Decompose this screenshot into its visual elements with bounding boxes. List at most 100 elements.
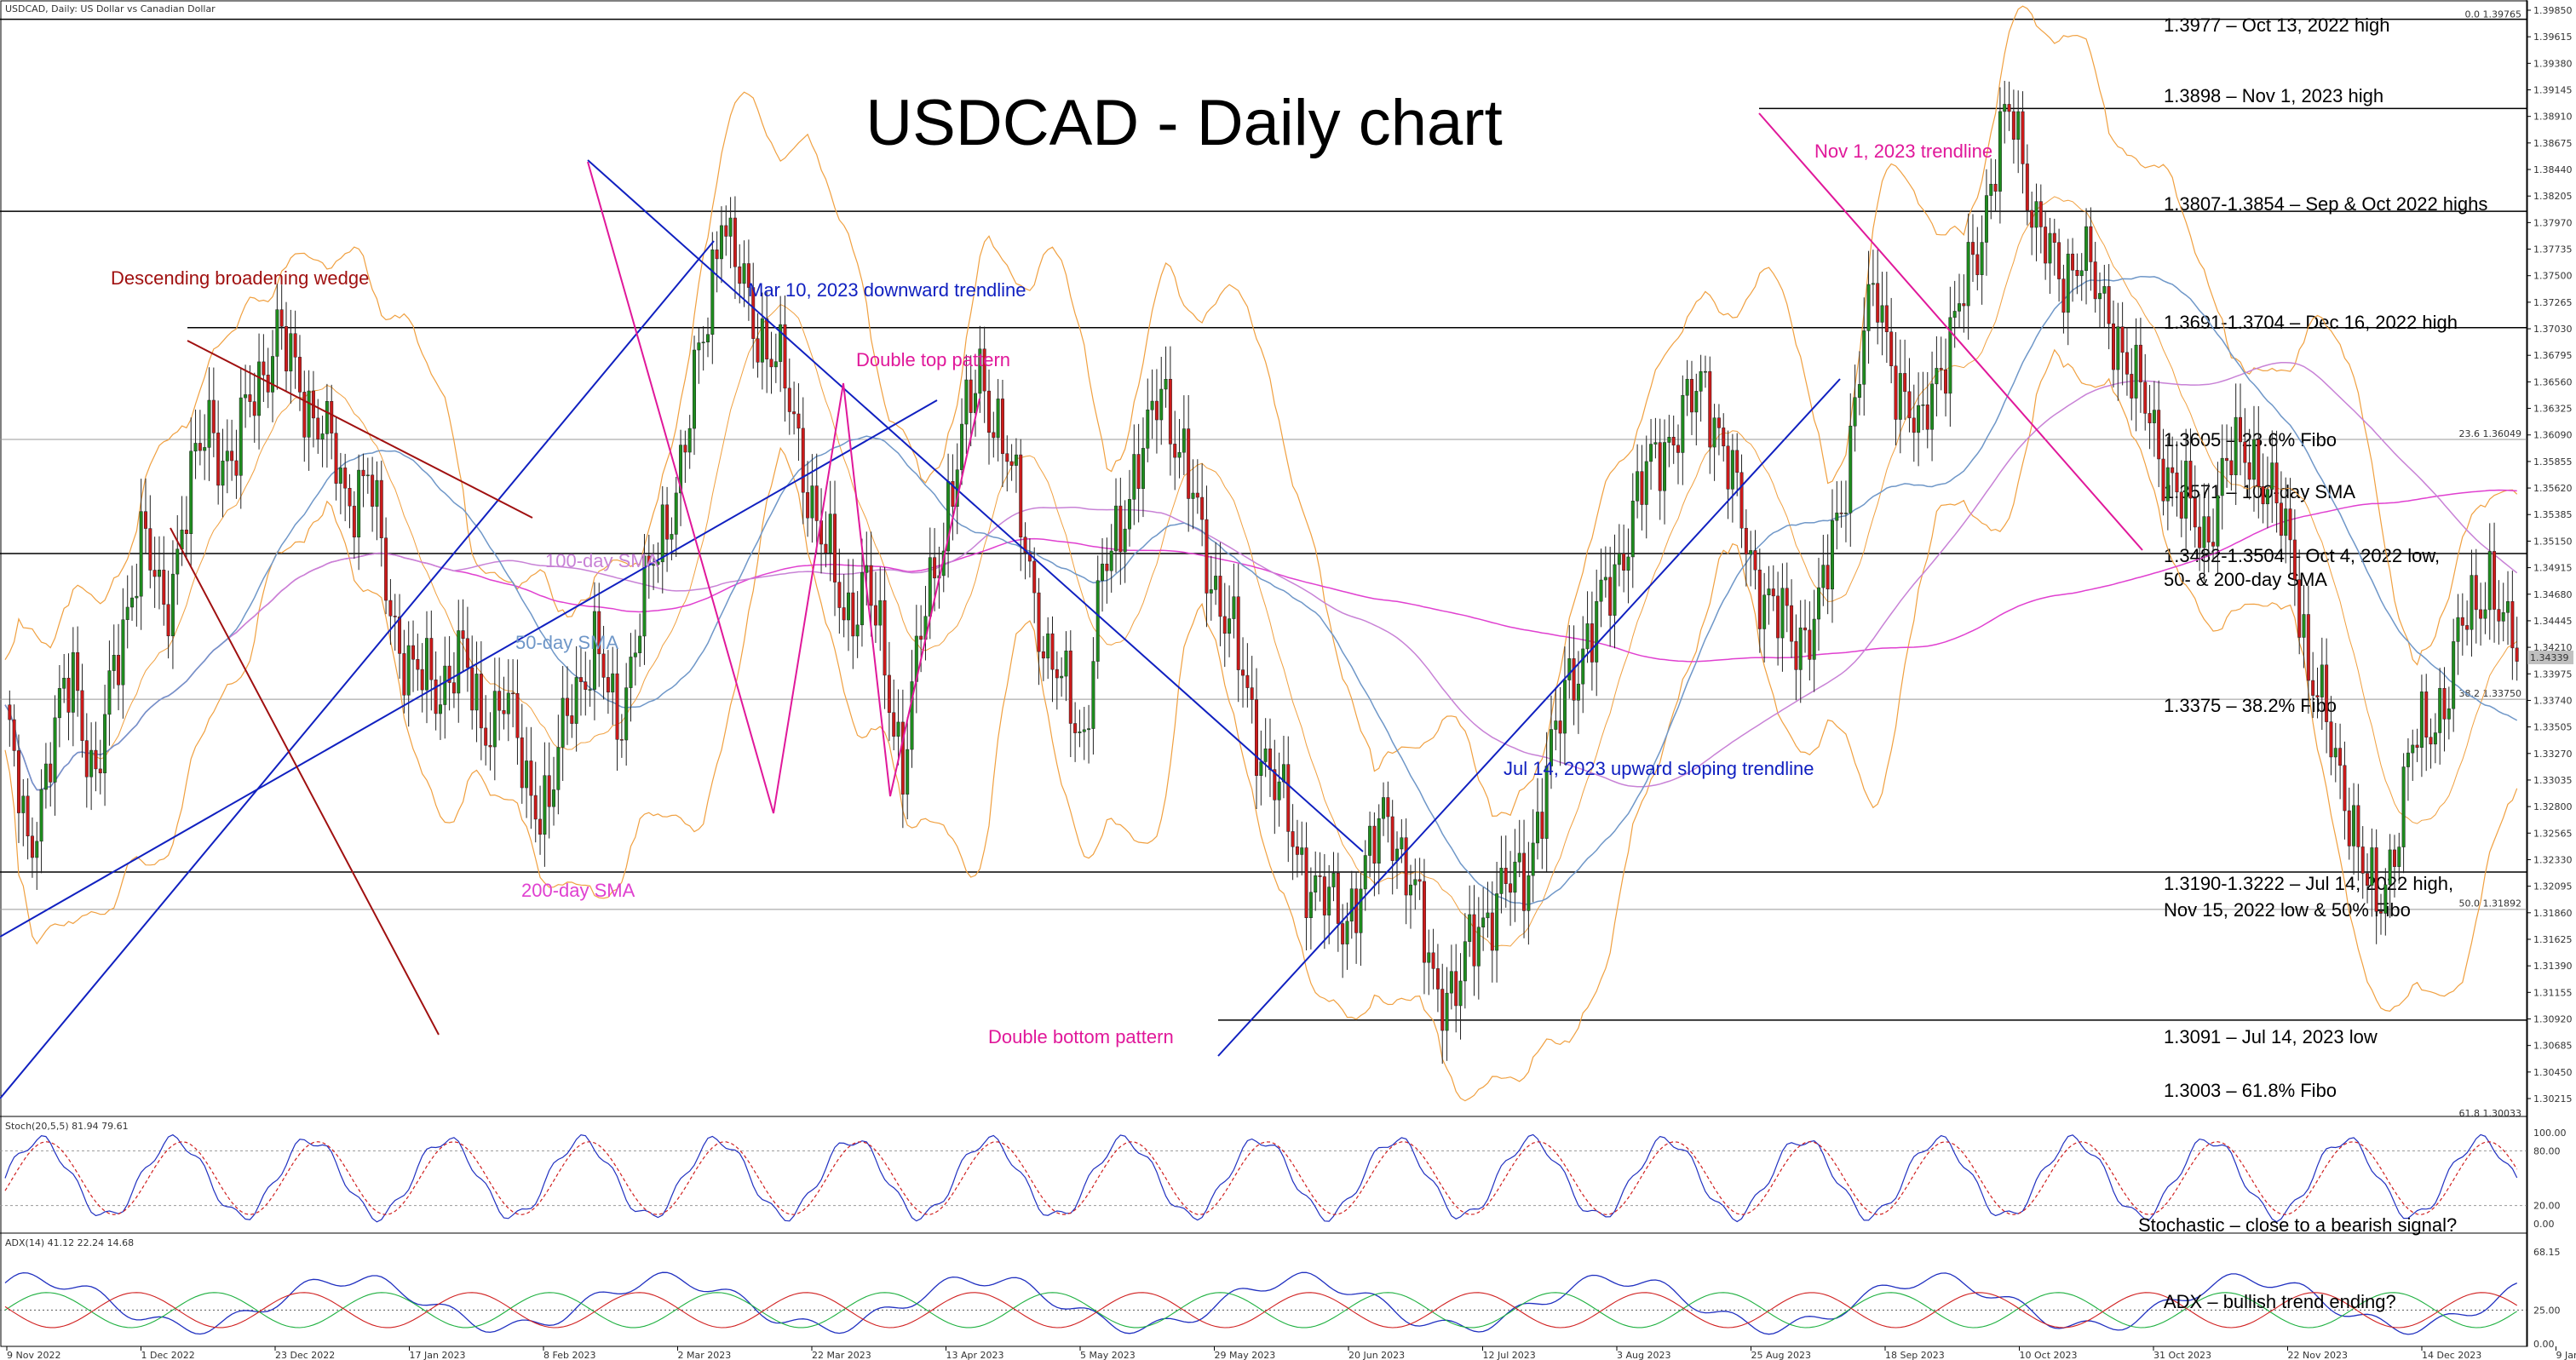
bear-candle xyxy=(1073,723,1078,733)
bear-candle xyxy=(2274,462,2279,503)
bear-candle xyxy=(2175,472,2179,493)
bear-candle xyxy=(1785,588,1789,606)
bull-candle xyxy=(71,651,75,713)
bull-candle xyxy=(1617,553,1621,565)
bear-candle xyxy=(411,645,416,660)
bull-candle xyxy=(2411,744,2415,754)
bear-candle xyxy=(348,487,352,507)
bear-candle xyxy=(1975,254,1980,275)
bear-candle xyxy=(1708,370,1712,448)
bear-candle xyxy=(1944,369,1948,394)
bull-candle xyxy=(1599,579,1603,602)
bull-candle xyxy=(2433,732,2437,745)
bear-candle xyxy=(1590,623,1594,663)
bull-candle xyxy=(974,393,977,413)
bear-candle xyxy=(2343,765,2347,812)
bear-candle xyxy=(1889,331,1894,366)
price-tick-label: 1.38440 xyxy=(2533,164,2573,175)
bull-candle xyxy=(878,600,883,626)
bull-candle xyxy=(53,717,57,783)
bull-candle xyxy=(964,379,969,425)
bear-candle xyxy=(892,712,896,737)
bear-candle xyxy=(887,674,891,714)
bull-candle xyxy=(1228,618,1232,634)
bull-candle xyxy=(375,479,379,507)
bull-candle xyxy=(2102,286,2107,294)
date-tick-label: 23 Dec 2022 xyxy=(275,1350,335,1360)
date-tick-label: 5 May 2023 xyxy=(1080,1350,1136,1360)
bull-candle xyxy=(525,760,529,789)
bear-candle xyxy=(2510,601,2515,649)
price-tick-label: 1.39145 xyxy=(2533,85,2573,96)
bear-candle xyxy=(1241,669,1245,676)
bear-candle xyxy=(2297,579,2302,638)
bull-candle xyxy=(1866,284,1871,331)
bull-candle xyxy=(112,655,116,671)
bull-candle xyxy=(2251,439,2256,480)
bear-candle xyxy=(933,557,937,579)
bull-candle xyxy=(1232,596,1236,619)
bear-candle xyxy=(429,638,434,680)
bear-candle xyxy=(162,570,166,605)
bear-candle xyxy=(2093,261,2097,300)
bull-candle xyxy=(1046,633,1050,659)
bear-candle xyxy=(724,225,728,237)
bear-candle xyxy=(2497,609,2501,622)
fib-label: 0.0 1.39765 xyxy=(2465,9,2521,20)
bear-candle xyxy=(148,528,152,571)
bear-candle xyxy=(30,835,34,858)
bull-candle xyxy=(1798,627,1803,670)
bull-candle xyxy=(357,469,361,538)
bull-candle xyxy=(1331,872,1336,887)
bear-candle xyxy=(1435,968,1440,990)
bear-candle xyxy=(334,433,338,484)
level-label: 1.3091 – Jul 14, 2023 low xyxy=(2164,1026,2378,1047)
bear-candle xyxy=(2515,647,2519,662)
bear-candle xyxy=(1771,588,1775,597)
bull-candle xyxy=(239,397,243,476)
bull-candle xyxy=(1476,927,1481,967)
bear-candle xyxy=(2011,111,2015,141)
bull-candle xyxy=(561,697,565,748)
bull-candle xyxy=(896,721,900,737)
bull-candle xyxy=(103,714,107,773)
bear-candle xyxy=(447,665,451,683)
price-tick-label: 1.39380 xyxy=(2533,58,2573,69)
bear-candle xyxy=(2247,462,2251,480)
price-tick-label: 1.34915 xyxy=(2533,563,2573,574)
bear-candle xyxy=(2125,352,2129,375)
bear-candle xyxy=(814,485,819,521)
bear-candle xyxy=(393,616,397,617)
bear-candle xyxy=(1009,461,1014,466)
bull-candle xyxy=(1780,588,1785,639)
bear-candle xyxy=(783,324,787,389)
bull-candle xyxy=(1667,437,1671,443)
price-tick-label: 1.33505 xyxy=(2533,722,2573,733)
bear-candle xyxy=(2161,458,2165,502)
bull-candle xyxy=(225,450,229,462)
bear-candle xyxy=(2315,695,2320,697)
price-tick-label: 1.32565 xyxy=(2533,828,2573,839)
bull-candle xyxy=(1853,397,1857,427)
bull-candle xyxy=(687,428,692,453)
bull-candle xyxy=(1835,512,1839,521)
bear-candle xyxy=(733,217,737,267)
bull-candle xyxy=(701,341,705,344)
bear-candle xyxy=(1417,879,1422,882)
date-tick-label: 22 Nov 2023 xyxy=(2288,1350,2348,1360)
adx-note: ADX – bullish trend ending? xyxy=(2164,1291,2396,1312)
bear-candle xyxy=(765,318,769,359)
price-tick-label: 1.34210 xyxy=(2533,642,2573,653)
bull-candle xyxy=(406,645,411,696)
bear-candle xyxy=(1336,872,1340,924)
bear-candle xyxy=(26,795,30,837)
bull-candle xyxy=(1595,600,1599,663)
bull-candle xyxy=(2333,748,2337,758)
bull-candle xyxy=(1449,971,1453,994)
bear-candle xyxy=(2493,551,2497,610)
bull-candle xyxy=(2438,687,2442,733)
bull-candle xyxy=(1917,405,1921,433)
bull-candle xyxy=(1849,425,1853,514)
bull-candle xyxy=(2116,326,2120,370)
bear-candle xyxy=(1671,437,1676,446)
